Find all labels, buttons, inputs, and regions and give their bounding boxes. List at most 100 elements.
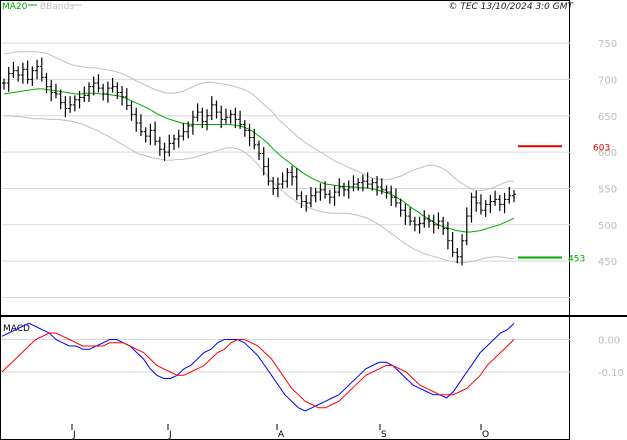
price-bar xyxy=(337,178,342,197)
macd-lines xyxy=(1,322,515,412)
price-bar xyxy=(266,157,271,186)
price-bars xyxy=(2,57,516,266)
price-bar xyxy=(512,189,516,203)
price-bar xyxy=(242,120,247,137)
y-tick-label: 700 xyxy=(598,75,617,86)
resistance-label: 603 xyxy=(593,143,610,153)
bb-lower-line xyxy=(4,115,515,264)
price-bar xyxy=(483,200,488,217)
x-tick-label: A xyxy=(278,430,285,440)
price-bar xyxy=(124,88,129,110)
signal-line xyxy=(1,332,515,409)
price-bar xyxy=(464,207,469,246)
price-bar xyxy=(474,190,479,212)
price-bar xyxy=(445,221,450,250)
price-bar xyxy=(72,95,77,112)
price-bar xyxy=(223,108,228,124)
ma20-line-group xyxy=(3,88,515,233)
ma20-line xyxy=(3,88,515,233)
price-bar xyxy=(233,107,238,129)
price-bar xyxy=(35,59,40,80)
price-bar xyxy=(493,190,498,206)
price-bar xyxy=(181,123,186,141)
price-bar xyxy=(87,82,91,102)
price-bar xyxy=(351,175,356,192)
y-tick-label: 750 xyxy=(598,39,617,50)
price-bar xyxy=(39,57,44,82)
price-bar xyxy=(195,103,200,122)
price-bar xyxy=(257,140,261,161)
price-bar xyxy=(110,77,115,93)
price-bar xyxy=(2,78,6,90)
price-bar xyxy=(30,66,35,86)
price-bar xyxy=(200,107,205,129)
price-bar xyxy=(332,185,337,206)
price-bar xyxy=(431,214,436,234)
macd-y-axis: 0.00 -0.10 xyxy=(2,336,624,379)
price-bar xyxy=(285,168,290,188)
price-bar xyxy=(261,147,266,176)
price-bar xyxy=(327,189,332,204)
price-bar xyxy=(186,121,191,139)
price-bar xyxy=(176,129,181,148)
copyright-text: © TEC 13/10/2024 3:0 GMT xyxy=(448,2,574,12)
price-bar xyxy=(153,121,158,146)
price-bar xyxy=(190,110,195,135)
price-bar xyxy=(209,96,214,121)
x-tick-label: J xyxy=(72,430,76,440)
price-bar xyxy=(205,109,210,131)
x-tick-label: J xyxy=(168,430,172,440)
price-bar xyxy=(138,114,143,137)
price-bar xyxy=(6,67,11,92)
price-bar xyxy=(346,180,351,199)
price-bar xyxy=(82,86,87,102)
price-bar xyxy=(365,172,370,189)
legend-ma20: MA20 xyxy=(2,2,28,12)
price-bar xyxy=(271,176,276,195)
price-bar xyxy=(488,194,493,214)
macd-y-tick-label: -0.10 xyxy=(598,368,624,379)
price-bar xyxy=(91,76,96,96)
price-bar xyxy=(417,216,422,234)
price-bar xyxy=(101,83,106,101)
price-bar xyxy=(238,110,243,129)
price-bar xyxy=(507,186,512,204)
price-bar xyxy=(478,194,483,215)
price-bar xyxy=(148,123,153,145)
price-bar xyxy=(356,178,361,191)
price-bar xyxy=(53,83,58,99)
price-bar xyxy=(143,127,148,143)
price-bar xyxy=(450,232,455,257)
price-bar xyxy=(25,60,30,84)
price-bar xyxy=(11,61,16,78)
price-bar xyxy=(393,188,398,208)
price-bar xyxy=(214,100,219,119)
price-bar xyxy=(412,216,417,232)
price-bar xyxy=(44,72,49,94)
price-bar xyxy=(77,91,82,109)
price-bar xyxy=(172,134,176,150)
bb-upper-line xyxy=(3,51,514,192)
price-bar xyxy=(436,212,441,230)
price-bar xyxy=(115,82,120,100)
price-bar xyxy=(96,74,101,93)
price-bar xyxy=(228,109,233,124)
price-bar xyxy=(162,142,167,161)
price-bar xyxy=(469,192,474,223)
y-tick-label: 550 xyxy=(598,184,617,195)
price-bar xyxy=(290,165,295,186)
price-bar xyxy=(497,194,502,211)
price-bar xyxy=(247,123,252,147)
price-bar xyxy=(502,192,507,214)
price-bar xyxy=(219,105,224,129)
price-bar xyxy=(304,194,309,212)
price-bar xyxy=(299,191,304,209)
y-tick-label: 450 xyxy=(598,257,617,268)
price-bar xyxy=(389,185,394,206)
support-label: 453 xyxy=(568,254,585,264)
price-bar xyxy=(20,62,25,84)
price-bar xyxy=(455,248,460,264)
x-tick-label: S xyxy=(381,430,387,440)
